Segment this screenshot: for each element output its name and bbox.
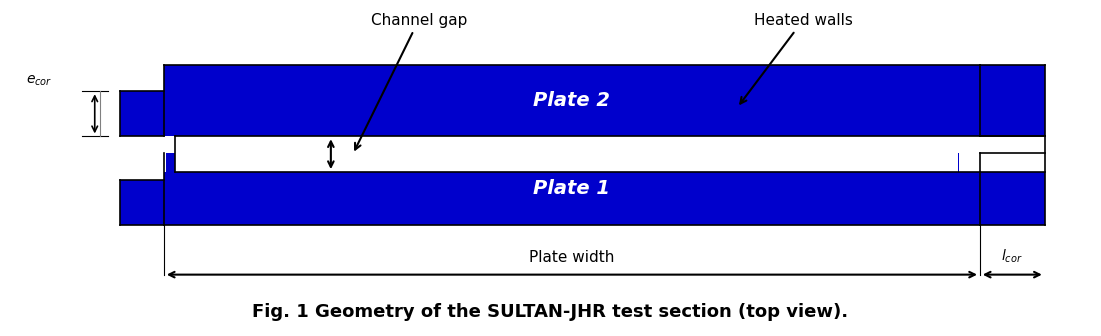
Text: Channel gap: Channel gap <box>355 13 467 150</box>
Text: $e_{cor}$: $e_{cor}$ <box>25 74 52 88</box>
Text: Plate 2: Plate 2 <box>533 91 610 110</box>
Text: Plate 1: Plate 1 <box>533 179 610 198</box>
Bar <box>164 153 980 225</box>
Text: Plate width: Plate width <box>530 250 614 265</box>
Bar <box>120 136 166 172</box>
Bar <box>959 65 1045 225</box>
Text: $l_{cor}$: $l_{cor}$ <box>1002 247 1023 265</box>
Text: Fig. 1 Geometry of the SULTAN-JHR test section (top view).: Fig. 1 Geometry of the SULTAN-JHR test s… <box>252 303 849 321</box>
Bar <box>959 136 1045 172</box>
Bar <box>175 136 958 172</box>
Bar <box>120 180 166 225</box>
Bar <box>164 65 980 136</box>
Text: Heated walls: Heated walls <box>740 13 852 103</box>
Bar <box>120 91 166 136</box>
